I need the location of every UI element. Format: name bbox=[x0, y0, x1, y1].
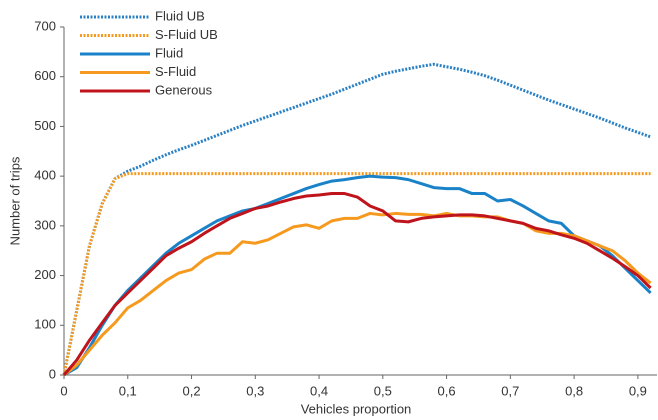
x-tick-label: 0 bbox=[60, 383, 67, 398]
y-axis-label: Number of trips bbox=[7, 156, 22, 245]
legend-label: Fluid bbox=[155, 45, 183, 60]
series-line bbox=[62, 62, 652, 376]
y-tick-label: 400 bbox=[34, 168, 56, 183]
legend-label: Generous bbox=[155, 82, 213, 97]
y-tick-label: 300 bbox=[34, 217, 56, 232]
x-tick-label: 0,3 bbox=[246, 383, 264, 398]
x-tick-label: 0,7 bbox=[501, 383, 519, 398]
x-tick-label: 0,6 bbox=[438, 383, 456, 398]
y-tick-label: 100 bbox=[34, 317, 56, 332]
y-tick-label: 0 bbox=[49, 366, 56, 381]
series-line bbox=[63, 211, 652, 377]
series-line bbox=[63, 174, 652, 377]
x-axis-label: Vehicles proportion bbox=[301, 401, 412, 416]
x-tick-label: 0,8 bbox=[565, 383, 583, 398]
y-tick-label: 200 bbox=[34, 267, 56, 282]
y-tick-label: 500 bbox=[34, 118, 56, 133]
x-tick-label: 0,4 bbox=[310, 383, 328, 398]
x-tick-label: 0,1 bbox=[119, 383, 137, 398]
x-tick-label: 0,9 bbox=[629, 383, 647, 398]
y-tick-label: 700 bbox=[34, 18, 56, 33]
series-line bbox=[62, 192, 652, 376]
y-tick-label: 600 bbox=[34, 68, 56, 83]
series-line bbox=[62, 172, 651, 376]
legend-label: S-Fluid bbox=[155, 64, 196, 79]
x-tick-label: 0,5 bbox=[374, 383, 392, 398]
x-tick-label: 0,2 bbox=[182, 383, 200, 398]
legend-label: Fluid UB bbox=[155, 8, 205, 23]
legend-label: S-Fluid UB bbox=[155, 27, 218, 42]
